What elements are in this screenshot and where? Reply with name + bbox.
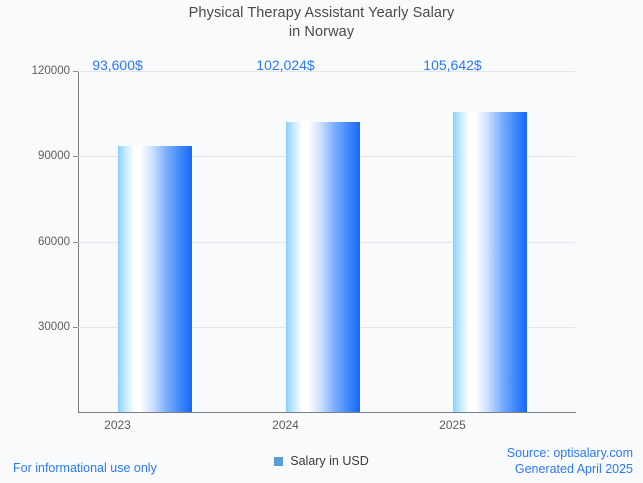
footer-generated-line: Generated April 2025 — [514, 461, 633, 476]
y-tick-120000 — [73, 71, 78, 72]
footer-source: Source: optisalary.com Generated April 2… — [507, 446, 633, 477]
y-tick-30000 — [73, 327, 78, 328]
bar-2025[interactable] — [453, 112, 527, 412]
y-axis-label-90000: 90000 — [38, 150, 70, 162]
y-tick-90000 — [73, 156, 78, 157]
footer-source-line: Source: optisalary.com — [506, 446, 633, 460]
legend-label: Salary in USD — [290, 454, 369, 468]
value-label-2023: 93,600$ — [92, 57, 143, 73]
bar-2024[interactable] — [286, 122, 360, 412]
gridline-120000 — [73, 71, 575, 72]
y-axis-label-60000: 60000 — [38, 236, 70, 248]
bar-2023[interactable] — [118, 146, 192, 412]
chart-title: Physical Therapy Assistant Yearly Salary… — [0, 4, 643, 42]
y-tick-60000 — [73, 242, 78, 243]
value-label-2024: 102,024$ — [256, 57, 315, 73]
plot-area — [73, 71, 575, 412]
x-axis-label-2025: 2025 — [439, 418, 466, 432]
chart-title-line-1: Physical Therapy Assistant Yearly Salary — [188, 5, 455, 21]
y-axis-label-120000: 120000 — [31, 65, 70, 77]
legend-item-salary-in-usd[interactable]: Salary in USD — [268, 452, 375, 470]
chart-legend: Salary in USD — [0, 452, 643, 470]
value-label-2025: 105,642$ — [423, 57, 482, 73]
x-axis-label-2024: 2024 — [272, 418, 299, 432]
y-axis-label-30000: 30000 — [38, 321, 70, 333]
chart-title-line-2: in Norway — [288, 24, 355, 40]
x-axis-label-2023: 2023 — [104, 418, 131, 432]
footer-disclaimer: For informational use only — [13, 461, 157, 475]
legend-swatch-icon — [274, 456, 284, 466]
x-axis-line — [78, 412, 576, 413]
